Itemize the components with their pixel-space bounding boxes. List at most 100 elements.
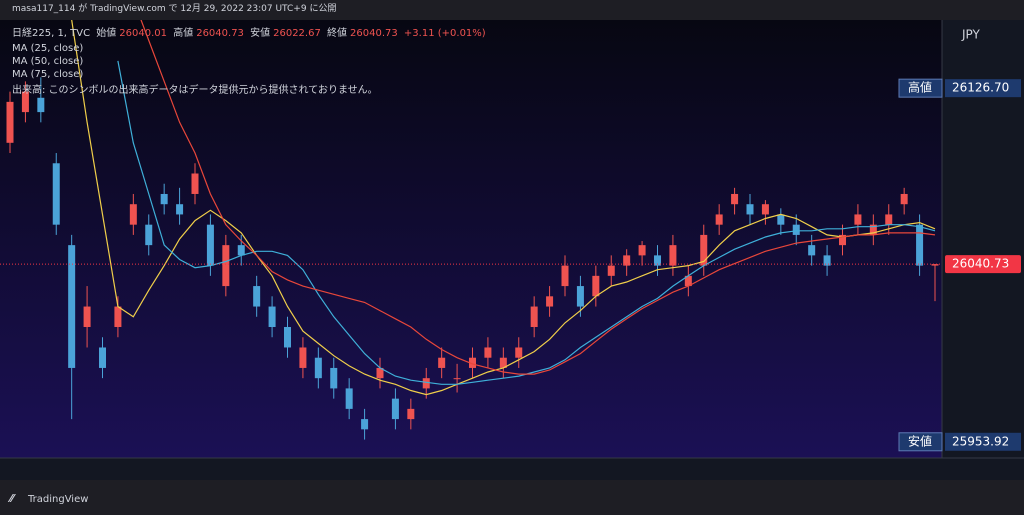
candle-body xyxy=(900,193,908,205)
footer-bar xyxy=(0,480,1024,515)
low-value: 26022.67 xyxy=(273,28,321,39)
axes: 26040.73 高値 26126.70 安値 25953.92 xyxy=(898,78,1021,452)
candle-body xyxy=(83,306,91,328)
marker-tag-bg xyxy=(898,78,943,98)
candle-body xyxy=(68,245,76,368)
brand-logo: ⁄⁄ xyxy=(7,492,17,505)
candle-body xyxy=(114,306,122,328)
marker-value: 25953.92 xyxy=(952,434,1009,448)
candle-body xyxy=(731,193,739,205)
low-label: 安値 xyxy=(250,28,271,39)
candle-body xyxy=(885,214,893,225)
candle-body xyxy=(145,224,153,246)
candle-body xyxy=(469,357,476,368)
published-note: masa117_114 が TradingView.com で 12月 29, … xyxy=(12,4,337,14)
candle-body xyxy=(546,296,554,307)
candle-body xyxy=(700,234,708,266)
candle-body xyxy=(854,214,862,225)
candle-body xyxy=(654,255,661,266)
candle-body xyxy=(191,173,199,194)
candle-body xyxy=(916,224,924,266)
plot xyxy=(0,20,942,440)
candle-body xyxy=(222,245,230,287)
legend-entry: MA (75, close) xyxy=(12,69,84,80)
candle-body xyxy=(746,204,754,215)
candle-body xyxy=(37,97,45,113)
brand: TradingView xyxy=(27,494,88,505)
last-price-label: 26040.73 xyxy=(952,257,1009,271)
legend-ma: MA (25, close) MA (50, close) MA (75, clos… xyxy=(12,42,83,81)
candle-body xyxy=(715,214,723,225)
candle-body xyxy=(623,255,631,266)
marker-value: 26126.70 xyxy=(952,81,1009,95)
candle-body xyxy=(638,245,646,256)
close-label: 終値 xyxy=(327,28,348,39)
y-axis-label: JPY xyxy=(961,28,981,42)
candle-body xyxy=(515,347,523,358)
candle-body xyxy=(314,357,322,379)
ma-line xyxy=(140,20,936,375)
candle-body xyxy=(99,347,106,368)
candle-body xyxy=(237,245,245,256)
plot-area xyxy=(0,20,942,458)
candle-body xyxy=(592,275,600,297)
candle-body xyxy=(129,204,137,225)
top-bar xyxy=(0,0,1024,20)
legend-entry: MA (25, close) xyxy=(12,43,84,54)
candle-body xyxy=(253,286,261,307)
candle-body xyxy=(808,245,816,256)
candle-body xyxy=(330,367,338,389)
legend-ohlc: 日経225, 1, TVC 始値 26040.01 高値 26040.73 安値 26… xyxy=(12,27,489,40)
candle-body xyxy=(376,367,384,379)
marker-badge xyxy=(945,432,1021,451)
candle-body xyxy=(206,224,214,266)
candle-body xyxy=(391,398,399,420)
marker-tag-bg xyxy=(898,432,943,452)
candle-body xyxy=(160,193,168,205)
open-label: 始値 xyxy=(96,28,117,39)
candle-body xyxy=(407,408,415,420)
candle-body xyxy=(931,264,939,266)
candle-body xyxy=(453,378,461,380)
candle-body xyxy=(761,204,769,215)
candle-body xyxy=(21,91,29,113)
candle-body xyxy=(422,378,430,389)
candle-body xyxy=(438,357,446,368)
candle-body xyxy=(299,347,307,368)
change: +3.11 (+0.01%) xyxy=(403,28,486,39)
volume-note: 出来高: このシンボルの出来高データはデータ提供元から提供されておりません。 xyxy=(12,85,378,96)
candle-body xyxy=(52,163,60,225)
last-price-badge xyxy=(945,255,1021,274)
marker-badge xyxy=(945,79,1021,98)
candle-body xyxy=(669,245,677,266)
candle-body xyxy=(484,347,492,358)
high-label: 高値 xyxy=(173,28,194,39)
candle-body xyxy=(839,234,846,246)
ma-line xyxy=(71,20,936,396)
candle-body xyxy=(823,255,831,266)
legend-entry: MA (50, close) xyxy=(12,56,84,67)
candle-body xyxy=(607,265,615,276)
candle-body xyxy=(268,306,276,328)
candle-body xyxy=(684,275,692,287)
marker-tag: 高値 xyxy=(908,80,932,95)
symbol: 日経225, 1, TVC xyxy=(12,28,91,39)
time-axis xyxy=(0,458,1024,480)
candle-body xyxy=(576,286,584,307)
candle-body xyxy=(499,357,507,368)
candle-body xyxy=(6,101,14,143)
candle-body xyxy=(869,224,877,235)
open-value: 26040.01 xyxy=(119,28,168,39)
candle-body xyxy=(345,388,353,409)
close-value: 26040.73 xyxy=(350,28,398,39)
marker-tag: 安値 xyxy=(908,433,932,448)
candle-body xyxy=(176,204,184,215)
candle-body xyxy=(361,419,369,430)
candle-body xyxy=(284,327,291,348)
candle-body xyxy=(792,224,800,235)
candle-body xyxy=(777,214,785,225)
candle-body xyxy=(530,306,538,328)
candle-body xyxy=(561,265,569,287)
